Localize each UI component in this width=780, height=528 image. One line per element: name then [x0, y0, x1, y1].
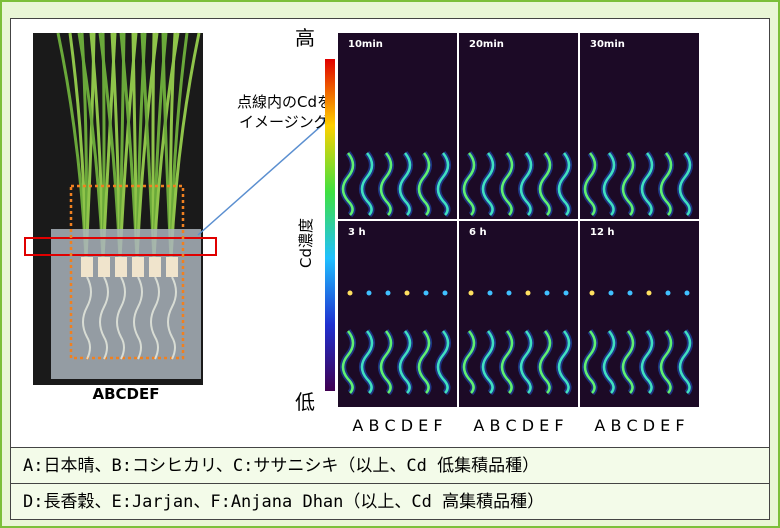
- node-signal: [609, 291, 614, 296]
- node-signal: [526, 291, 531, 296]
- panel-label: 30min: [590, 39, 625, 50]
- figure-frame: ABCDEF 点線内のCdを イメージング 高 低 Cd濃度 10min 20mi…: [0, 0, 780, 528]
- image-panel: [459, 221, 578, 407]
- panel-label: 10min: [348, 39, 383, 50]
- node-signal: [685, 291, 690, 296]
- color-bar: [325, 59, 335, 391]
- node-signal: [367, 291, 372, 296]
- node-signal: [507, 291, 512, 296]
- tube: [132, 257, 144, 277]
- caption: A:日本晴、B:コシヒカリ、C:ササニシキ（以上、Cd 低集積品種）: [11, 447, 769, 483]
- column-label: A B C D E F: [352, 416, 442, 435]
- figure: ABCDEF 点線内のCdを イメージング 高 低 Cd濃度 10min 20mi…: [11, 19, 769, 447]
- node-signal: [424, 291, 429, 296]
- node-signal: [386, 291, 391, 296]
- legend-axis-label: Cd濃度: [297, 218, 315, 268]
- figure-box: ABCDEF 点線内のCdを イメージング 高 低 Cd濃度 10min 20mi…: [10, 18, 770, 520]
- column-label: A B C D E F: [473, 416, 563, 435]
- panel-label: 20min: [469, 39, 504, 50]
- node-signal: [348, 291, 353, 296]
- node-signal: [545, 291, 550, 296]
- photo-label: ABCDEF: [93, 385, 160, 403]
- panel-label: 3 h: [348, 227, 366, 238]
- tube: [166, 257, 178, 277]
- panel-label: 12 h: [590, 227, 615, 238]
- tube: [81, 257, 93, 277]
- image-panel: [580, 221, 699, 407]
- node-signal: [666, 291, 671, 296]
- legend-low: 低: [295, 390, 315, 414]
- callout: イメージング: [239, 113, 329, 131]
- callout: 点線内のCdを: [237, 93, 332, 111]
- acrylic-panel: [51, 229, 201, 379]
- legend-high: 高: [295, 26, 315, 50]
- node-signal: [443, 291, 448, 296]
- tube: [98, 257, 110, 277]
- tube: [149, 257, 161, 277]
- arrow: [198, 119, 329, 235]
- node-signal: [469, 291, 474, 296]
- node-signal: [647, 291, 652, 296]
- image-panel: [338, 221, 457, 407]
- node-signal: [628, 291, 633, 296]
- panel-label: 6 h: [469, 227, 487, 238]
- image-panels: 10min 20min 30min 3 h 6 h 12 h A B C D E F A B …: [338, 33, 699, 435]
- tube: [115, 257, 127, 277]
- node-signal: [405, 291, 410, 296]
- node-signal: [564, 291, 569, 296]
- node-signal: [488, 291, 493, 296]
- node-signal: [590, 291, 595, 296]
- caption: D:長香穀、E:Jarjan、F:Anjana Dhan（以上、Cd 高集積品種…: [11, 483, 769, 519]
- column-label: A B C D E F: [594, 416, 684, 435]
